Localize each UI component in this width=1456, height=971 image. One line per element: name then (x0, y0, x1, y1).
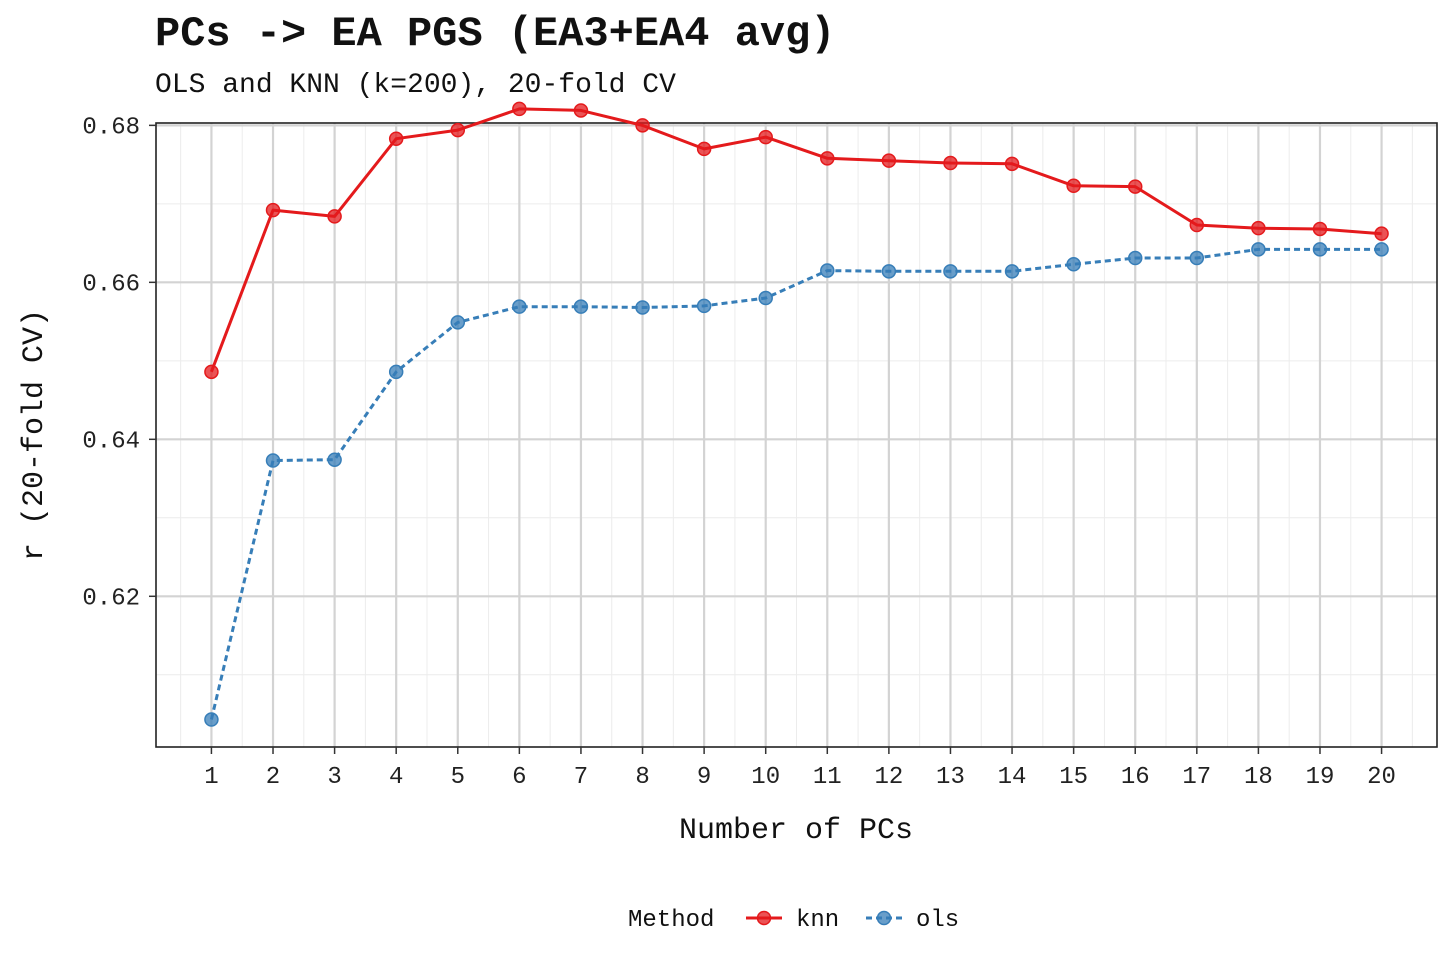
data-point-knn (1251, 220, 1266, 236)
legend-label-knn: knn (796, 907, 839, 934)
data-point-ols (1312, 242, 1328, 257)
data-point-knn (635, 118, 650, 133)
x-tick-label: 4 (389, 764, 403, 791)
data-point-ols (512, 299, 527, 314)
data-point-ols (1127, 250, 1143, 266)
data-point-knn (1004, 156, 1020, 172)
data-point-knn (1066, 178, 1081, 194)
legend-label-ols: ols (916, 907, 959, 934)
data-point-knn (327, 209, 342, 224)
data-point-ols (1374, 242, 1389, 257)
data-point-knn (943, 155, 958, 171)
legend-title: Method (628, 907, 714, 934)
y-tick-label: 0.64 (82, 428, 140, 455)
data-point-ols (696, 298, 712, 314)
data-point-knn (820, 151, 835, 166)
data-point-ols (388, 364, 404, 380)
x-tick-label: 1 (204, 764, 218, 791)
data-point-knn (758, 129, 773, 145)
data-point-ols (820, 263, 835, 278)
data-point-knn (1189, 217, 1205, 233)
data-point-ols (1189, 250, 1205, 266)
x-tick-label: 11 (813, 764, 842, 791)
data-point-knn (450, 122, 466, 138)
chart-subtitle: OLS and KNN (k=200), 20-fold CV (155, 70, 676, 101)
data-point-ols (1066, 257, 1081, 272)
data-point-knn (204, 364, 219, 380)
chart-title: PCs -> EA PGS (EA3+EA4 avg) (155, 10, 836, 58)
series-line-knn (209, 107, 1382, 373)
x-tick-label: 16 (1121, 764, 1150, 791)
data-point-knn (1127, 179, 1143, 194)
data-point-knn (265, 202, 281, 218)
data-point-knn (696, 141, 712, 157)
x-tick-label: 3 (327, 764, 341, 791)
data-point-knn (1312, 221, 1328, 237)
data-point-knn (573, 103, 589, 118)
data-point-ols (881, 264, 897, 279)
data-point-ols (635, 300, 650, 315)
x-tick-label: 5 (451, 764, 465, 791)
x-tick-label: 19 (1306, 764, 1335, 791)
plot-border (155, 122, 1438, 748)
x-tick-label: 14 (998, 764, 1027, 791)
legend-key-point-ols (876, 910, 892, 926)
data-point-ols (450, 315, 466, 330)
data-point-ols (327, 452, 342, 467)
y-axis-title: r (20-fold CV) (18, 309, 52, 561)
x-tick-label: 12 (874, 764, 903, 791)
data-point-ols (265, 453, 281, 468)
x-tick-label: 2 (266, 764, 280, 791)
data-point-ols (758, 290, 773, 306)
data-point-ols (204, 712, 219, 727)
data-point-knn (881, 153, 897, 168)
data-point-knn (512, 101, 527, 117)
series-line-ols (209, 247, 1382, 720)
x-tick-label: 8 (635, 764, 649, 791)
data-point-ols (1004, 264, 1020, 279)
x-tick-label: 6 (512, 764, 526, 791)
data-point-ols (1251, 242, 1266, 257)
legend-key-point-knn (756, 910, 772, 926)
x-tick-label: 9 (697, 764, 711, 791)
data-point-knn (388, 131, 404, 146)
x-tick-label: 15 (1059, 764, 1088, 791)
x-tick-label: 13 (936, 764, 965, 791)
x-tick-label: 10 (751, 764, 780, 791)
data-point-ols (573, 299, 589, 314)
x-tick-label: 17 (1182, 764, 1211, 791)
data-point-knn (1374, 226, 1389, 241)
x-tick-label: 7 (574, 764, 588, 791)
data-point-ols (943, 264, 958, 279)
y-tick-label: 0.62 (82, 585, 140, 612)
x-tick-label: 18 (1244, 764, 1273, 791)
y-tick-label: 0.68 (82, 114, 140, 141)
y-tick-label: 0.66 (82, 271, 140, 298)
x-axis-title: Number of PCs (679, 814, 913, 848)
x-tick-label: 20 (1367, 764, 1396, 791)
